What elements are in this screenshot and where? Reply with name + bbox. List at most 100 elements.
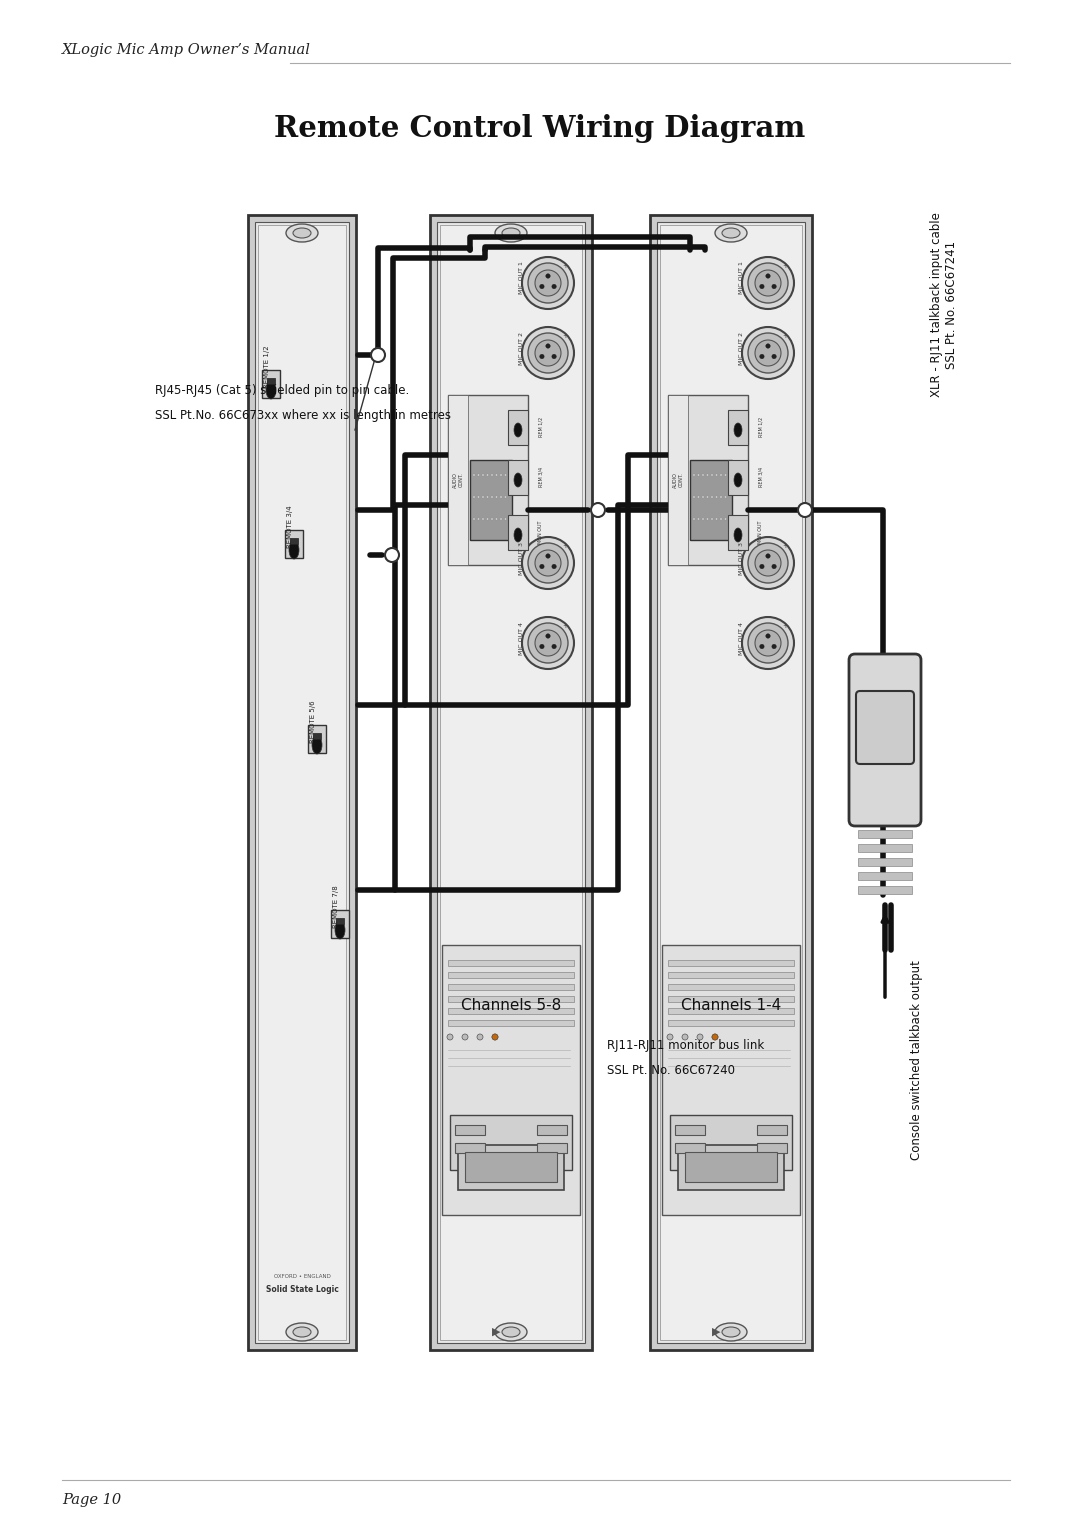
Bar <box>690 460 732 539</box>
Circle shape <box>772 284 777 289</box>
Circle shape <box>748 263 788 303</box>
Bar <box>437 222 585 1343</box>
Ellipse shape <box>289 541 299 559</box>
Text: MIC OUT 2: MIC OUT 2 <box>739 332 743 365</box>
Text: MIC OUT 1: MIC OUT 1 <box>518 261 524 295</box>
Circle shape <box>712 1034 718 1041</box>
Circle shape <box>552 564 556 568</box>
Text: REM 3/4: REM 3/4 <box>538 468 543 487</box>
Circle shape <box>742 257 794 309</box>
Bar <box>267 377 275 384</box>
Circle shape <box>545 274 550 278</box>
Circle shape <box>522 617 573 669</box>
Bar <box>258 225 346 1340</box>
Circle shape <box>755 270 781 296</box>
Text: Console switched talkback output: Console switched talkback output <box>910 960 923 1160</box>
Circle shape <box>698 474 700 477</box>
Bar <box>675 1125 705 1135</box>
Circle shape <box>492 1034 498 1041</box>
Circle shape <box>759 564 765 568</box>
Bar <box>313 733 321 740</box>
Circle shape <box>522 536 573 588</box>
Text: XLR - RJ11 talkback input cable: XLR - RJ11 talkback input cable <box>930 212 943 397</box>
Bar <box>757 1125 787 1135</box>
Circle shape <box>500 518 502 520</box>
Circle shape <box>482 518 484 520</box>
Circle shape <box>486 495 489 498</box>
Text: MON OUT: MON OUT <box>758 520 762 544</box>
Ellipse shape <box>734 529 742 542</box>
Text: Channels 1-4: Channels 1-4 <box>680 998 781 1013</box>
Bar <box>440 225 582 1340</box>
Ellipse shape <box>514 423 522 437</box>
Text: MON OUT: MON OUT <box>538 520 543 544</box>
Bar <box>858 843 912 853</box>
Circle shape <box>755 341 781 367</box>
Circle shape <box>766 344 770 348</box>
Circle shape <box>719 495 723 498</box>
Text: MIC OUT 2: MIC OUT 2 <box>518 332 524 365</box>
Text: REMOTE 7/8: REMOTE 7/8 <box>333 885 339 927</box>
Ellipse shape <box>293 228 311 238</box>
Circle shape <box>535 550 561 576</box>
Circle shape <box>496 518 498 520</box>
Circle shape <box>698 495 700 498</box>
Bar <box>669 396 748 565</box>
Circle shape <box>702 495 704 498</box>
Text: REM 3/4: REM 3/4 <box>758 468 762 487</box>
Bar <box>669 972 794 978</box>
Circle shape <box>528 263 568 303</box>
Text: AUDIO
CONT.: AUDIO CONT. <box>453 472 463 487</box>
Bar <box>858 830 912 837</box>
Circle shape <box>711 474 713 477</box>
Circle shape <box>500 474 502 477</box>
Ellipse shape <box>502 228 519 238</box>
Text: +: + <box>782 263 788 269</box>
Ellipse shape <box>734 474 742 487</box>
Circle shape <box>715 495 718 498</box>
Text: MIC OUT 1: MIC OUT 1 <box>739 261 743 295</box>
Text: SSL Pt.No. 66C673xx where xx is length in metres: SSL Pt.No. 66C673xx where xx is length i… <box>156 408 451 422</box>
Text: Solid State Logic: Solid State Logic <box>266 1285 338 1294</box>
Circle shape <box>552 284 556 289</box>
Bar <box>458 1144 564 1190</box>
Bar <box>685 1152 777 1183</box>
Circle shape <box>711 518 713 520</box>
Circle shape <box>545 553 550 558</box>
Circle shape <box>667 1034 673 1041</box>
Bar <box>675 1143 705 1154</box>
Circle shape <box>692 495 696 498</box>
Bar <box>728 515 748 550</box>
Circle shape <box>706 495 708 498</box>
Circle shape <box>706 518 708 520</box>
Text: REM 1/2: REM 1/2 <box>538 417 543 437</box>
Circle shape <box>692 518 696 520</box>
Text: MIC OUT 3: MIC OUT 3 <box>739 541 743 575</box>
Ellipse shape <box>715 225 747 241</box>
Bar <box>508 515 528 550</box>
Circle shape <box>719 518 723 520</box>
Ellipse shape <box>502 1326 519 1337</box>
Text: Page 10: Page 10 <box>62 1493 121 1507</box>
Circle shape <box>725 495 727 498</box>
Circle shape <box>500 495 502 498</box>
Circle shape <box>535 341 561 367</box>
Circle shape <box>528 623 568 663</box>
Text: REMOTE 5/6: REMOTE 5/6 <box>310 700 316 743</box>
Bar <box>470 460 512 539</box>
Circle shape <box>755 550 781 576</box>
Circle shape <box>473 474 475 477</box>
Circle shape <box>496 495 498 498</box>
Circle shape <box>540 284 544 289</box>
Circle shape <box>706 474 708 477</box>
Ellipse shape <box>266 380 276 399</box>
Text: +: + <box>782 333 788 339</box>
Circle shape <box>766 553 770 558</box>
Text: AUDIO
CONT.: AUDIO CONT. <box>673 472 684 487</box>
Bar <box>336 918 345 924</box>
Circle shape <box>540 564 544 568</box>
Bar <box>450 1115 572 1170</box>
Ellipse shape <box>286 1323 318 1342</box>
Text: RJ45-RJ45 (Cat 5) shielded pin to pin cable.: RJ45-RJ45 (Cat 5) shielded pin to pin ca… <box>156 384 409 396</box>
Bar <box>669 1008 794 1015</box>
